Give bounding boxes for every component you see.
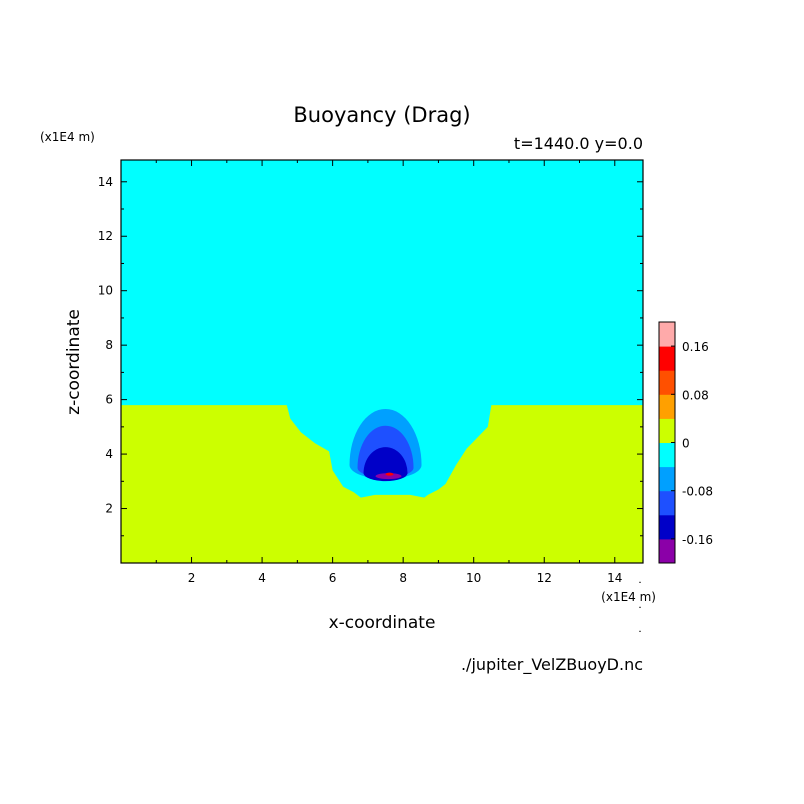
- source-file-label: ./jupiter_VelZBuoyD.nc: [461, 655, 643, 675]
- upper-layer-region: [121, 160, 643, 498]
- colorbar-tick-label: -0.16: [682, 533, 713, 547]
- y-axis-ticks: 2 4 6 8 10 12 14: [98, 175, 643, 537]
- y-tick-label: 14: [98, 175, 113, 189]
- y-tick-label: 8: [105, 338, 113, 352]
- colorbar-swatch: [659, 394, 675, 419]
- colorbar-swatch: [659, 514, 675, 540]
- x-axis-ticks: 2 4 6 8 10 12 14: [155, 160, 622, 585]
- plume-core-region: [363, 447, 408, 482]
- y-tick-label: 2: [105, 502, 113, 516]
- x-units-label: (x1E4 m): [601, 590, 656, 604]
- x-tick-label: 4: [258, 571, 266, 585]
- y-axis-label: z-coordinate: [64, 309, 84, 415]
- colorbar-swatch: [659, 346, 675, 371]
- y-tick-label: 6: [105, 393, 113, 407]
- x-tick-label: 6: [329, 571, 337, 585]
- x-tick-label: 14: [607, 571, 622, 585]
- colorbar-swatch: [659, 538, 675, 564]
- y-tick-label: 10: [98, 284, 113, 298]
- y-units-label: (x1E4 m): [40, 130, 95, 144]
- colorbar-tick-label: 0.08: [682, 388, 709, 402]
- x-tick-label: 8: [399, 571, 407, 585]
- colorbar-swatch: [659, 418, 675, 443]
- plume-min-region: [375, 473, 402, 480]
- colorbar-tick-label: 0.16: [682, 340, 709, 354]
- tick-mark-glyph: ˙: [637, 629, 643, 643]
- colorbar-swatch: [659, 466, 675, 492]
- chart-subtitle: t=1440.0 y=0.0: [514, 134, 643, 153]
- y-tick-label: 4: [105, 447, 113, 461]
- x-tick-label: 12: [537, 571, 552, 585]
- chart-title: Buoyancy (Drag): [293, 103, 470, 127]
- x-tick-label: 10: [466, 571, 481, 585]
- x-tick-label: 2: [188, 571, 196, 585]
- colorbar-swatch: [659, 322, 675, 347]
- plume-min-highlight: [385, 472, 394, 476]
- colorbar-swatch: [659, 370, 675, 395]
- plot-frame: [120, 159, 644, 564]
- colorbar: 0.16 0.08 0 -0.08 -0.16: [658, 321, 713, 564]
- tick-mark-glyph: ˙: [637, 605, 643, 619]
- plot-area: [120, 159, 644, 564]
- colorbar-tick-label: 0: [682, 437, 690, 451]
- colorbar-tick-label: -0.08: [682, 485, 713, 499]
- tick-mark-glyph: ˙: [637, 580, 643, 594]
- colorbar-swatch: [659, 490, 675, 516]
- colorbar-swatch: [659, 442, 675, 468]
- x-axis-label: x-coordinate: [329, 613, 436, 633]
- y-tick-label: 12: [98, 229, 113, 243]
